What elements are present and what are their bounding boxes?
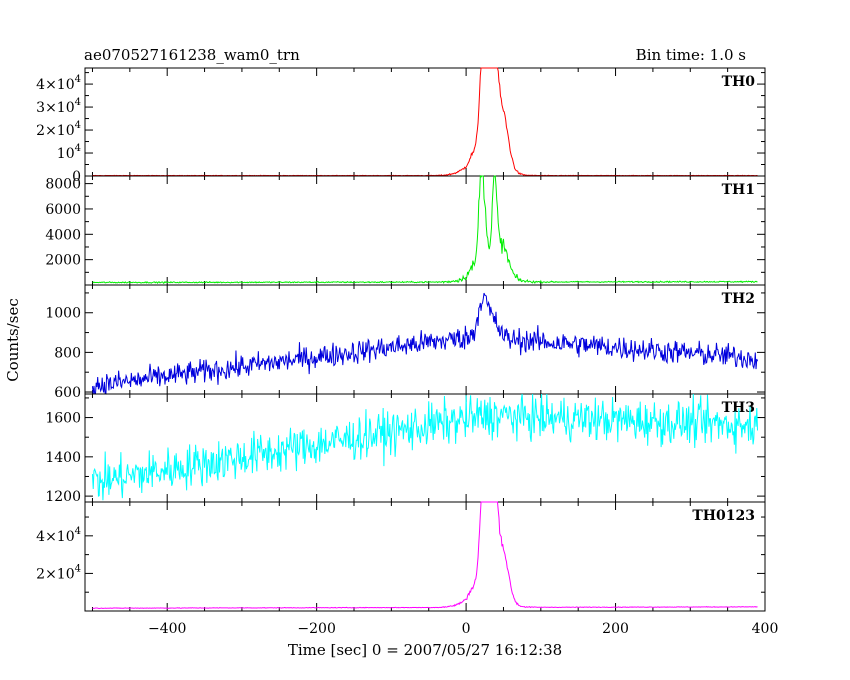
x-tick-label: 400 — [752, 621, 779, 637]
y-tick-label: 1400 — [45, 450, 81, 466]
panel-label: TH1 — [722, 182, 755, 198]
series-line-th0123 — [92, 501, 758, 609]
bin-time-label: Bin time: 1.0 s — [636, 46, 746, 64]
chart-title: ae070527161238_wam0_trn — [84, 46, 300, 64]
series-line-th0 — [92, 67, 758, 177]
y-tick-label: 4×104 — [36, 526, 81, 545]
x-tick-label: −200 — [297, 621, 335, 637]
series-line-th1 — [92, 174, 758, 285]
panel-label: TH0123 — [692, 508, 755, 524]
y-tick-label: 0 — [72, 169, 81, 185]
y-tick-label: 2×104 — [36, 120, 81, 139]
y-tick-label: 2×104 — [36, 563, 81, 582]
series-line-th3 — [91, 393, 759, 501]
y-tick-label: 1000 — [45, 306, 81, 322]
y-tick-label: 2000 — [45, 253, 81, 269]
series-line-th2 — [91, 292, 759, 395]
x-tick-label: 0 — [462, 621, 471, 637]
y-tick-label: 1600 — [45, 411, 81, 427]
y-tick-label: 800 — [54, 345, 81, 361]
panel-label: TH3 — [722, 400, 755, 416]
y-tick-label: 6000 — [45, 202, 81, 218]
x-tick-label: −400 — [148, 621, 186, 637]
x-tick-label: 200 — [602, 621, 629, 637]
y-tick-label: 4×104 — [36, 74, 81, 93]
y-tick-label: 1200 — [45, 489, 81, 505]
y-tick-label: 600 — [54, 385, 81, 401]
panel-frame-th0123 — [84, 501, 766, 612]
y-tick-label: 8000 — [45, 177, 81, 193]
y-tick-label: 4000 — [45, 227, 81, 243]
panel-label: TH0 — [722, 74, 756, 90]
x-axis-label: Time [sec] 0 = 2007/05/27 16:12:38 — [288, 641, 562, 659]
panel-label: TH2 — [722, 291, 755, 307]
y-tick-label: 104 — [57, 143, 81, 162]
y-axis-label: Counts/sec — [4, 298, 22, 382]
panel-frame-th0 — [84, 67, 766, 177]
y-tick-label: 3×104 — [36, 97, 81, 116]
panel-frame-th1 — [84, 175, 766, 286]
